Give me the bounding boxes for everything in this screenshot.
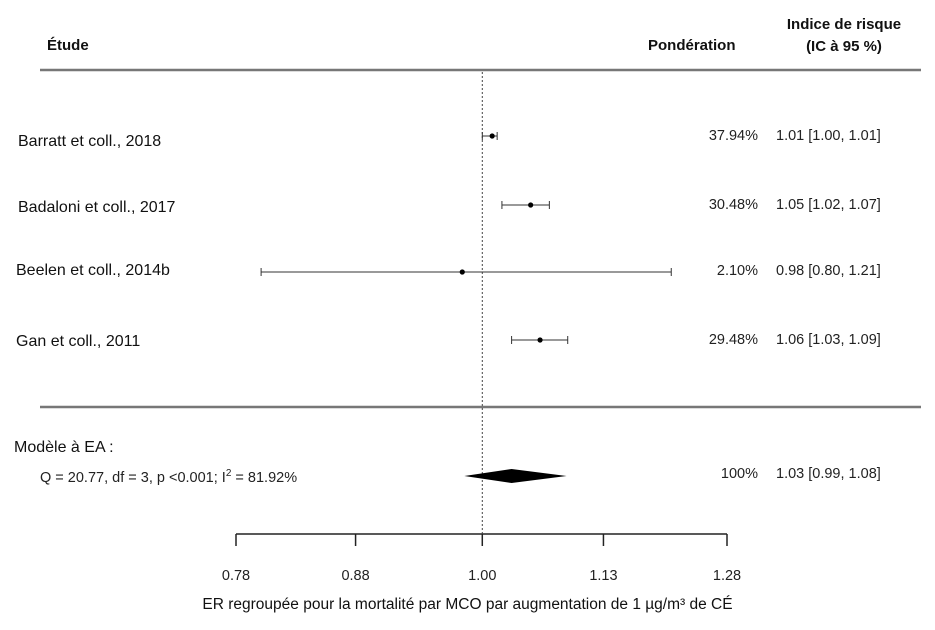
- study-name-4: Gan et coll., 2011: [16, 333, 141, 350]
- study-column-header: Étude: [47, 37, 89, 54]
- x-axis-title: ER regroupée pour la mortalité par MCO p…: [202, 596, 733, 613]
- x-tick-label-1: 0.78: [222, 568, 250, 584]
- ci-value-3: 0.98 [0.80, 1.21]: [776, 263, 881, 279]
- weight-value-4: 29.48%: [708, 332, 758, 348]
- weight-column-header: Pondération: [648, 37, 736, 54]
- weight-value-1: 37.94%: [708, 128, 758, 144]
- pooled-diamond: [464, 469, 567, 483]
- x-tick-label-5: 1.28: [713, 568, 741, 584]
- ci-value-2: 1.05 [1.02, 1.07]: [776, 197, 881, 213]
- risk-header-line1: Indice de risque: [786, 16, 902, 33]
- point-estimate-4: [537, 337, 543, 343]
- x-tick-label-2: 0.88: [341, 568, 369, 584]
- pooled-stats-prefix: Q = 20.77, df = 3, p <0.001; I: [40, 469, 226, 486]
- pooled-weight: 100%: [720, 466, 758, 482]
- study-name-3: Beelen et coll., 2014b: [16, 262, 170, 279]
- risk-header-line2: (IC à 95 %): [806, 38, 882, 55]
- pooled-stats-sup: 2: [225, 468, 232, 479]
- weight-value-2: 30.48%: [708, 197, 758, 213]
- weight-value-3: 2.10%: [716, 263, 758, 279]
- point-estimate-2: [528, 202, 534, 208]
- pooled-model-label: Modèle à EA :: [14, 439, 114, 456]
- pooled-stats: Q = 20.77, df = 3, p <0.001; I2 = 81.92%: [40, 468, 297, 486]
- x-tick-label-3: 1.00: [468, 568, 496, 584]
- point-estimate-3: [459, 269, 465, 275]
- ci-value-4: 1.06 [1.03, 1.09]: [776, 332, 881, 348]
- pooled-ci: 1.03 [0.99, 1.08]: [776, 466, 881, 482]
- risk-column-header: Indice de risque (IC à 95 %): [768, 14, 920, 58]
- point-estimate-1: [489, 133, 495, 139]
- pooled-stats-suffix: = 81.92%: [231, 469, 298, 486]
- x-tick-label-4: 1.13: [589, 568, 617, 584]
- study-name-2: Badaloni et coll., 2017: [18, 199, 176, 216]
- study-name-1: Barratt et coll., 2018: [18, 133, 162, 150]
- ci-value-1: 1.01 [1.00, 1.01]: [776, 128, 881, 144]
